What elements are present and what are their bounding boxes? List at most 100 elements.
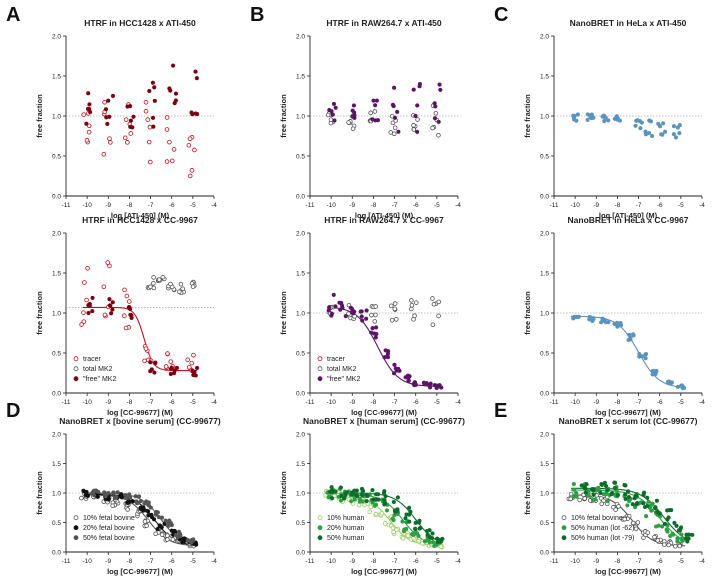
legend-marker (73, 515, 79, 521)
data-point (433, 104, 438, 109)
data-point (190, 112, 195, 117)
data-point (427, 540, 432, 545)
x-axis-label: log [CC-99677] (M) (351, 408, 417, 417)
data-point (616, 504, 621, 509)
data-point (652, 506, 658, 511)
y-tick-label: 1.0 (296, 490, 305, 497)
data-point (350, 126, 356, 132)
x-tick-label: -7 (148, 558, 154, 565)
y-tick-label: 0.0 (296, 390, 305, 397)
data-point (373, 511, 379, 517)
data-point (417, 84, 422, 89)
data-point (168, 281, 173, 287)
data-point (134, 499, 139, 504)
data-point (333, 489, 338, 494)
legend-marker (73, 366, 79, 372)
x-tick-label: -5 (434, 202, 440, 209)
y-axis-label: free fraction (523, 94, 532, 138)
data-point (438, 544, 444, 549)
fit-curve (326, 306, 442, 387)
series-0 (79, 260, 196, 373)
data-point (648, 119, 654, 124)
data-point (678, 525, 684, 530)
x-tick-label: -8 (371, 399, 377, 406)
data-point (110, 93, 116, 98)
x-axis-label: log [ATI-450] (M) (111, 211, 170, 220)
data-point (152, 370, 157, 375)
data-point (669, 507, 674, 513)
y-tick-label: 2.0 (540, 33, 549, 40)
data-point (606, 320, 611, 325)
data-point (358, 496, 363, 502)
chart-title: NanoBRET x serum lot (CC-99677) (559, 416, 698, 426)
data-point (383, 348, 388, 353)
data-point (430, 125, 435, 131)
data-point (167, 139, 172, 145)
data-point (171, 528, 177, 534)
series-0 (571, 112, 682, 140)
data-point (408, 509, 413, 514)
data-point (379, 510, 385, 516)
data-point (176, 289, 182, 295)
data-point (645, 503, 650, 508)
data-point (574, 118, 579, 123)
data-point (148, 368, 153, 374)
data-point (643, 132, 649, 137)
data-point (602, 118, 607, 124)
data-point (84, 137, 90, 143)
data-point (356, 502, 362, 508)
data-point (631, 333, 636, 338)
data-point (329, 485, 334, 490)
data-point (650, 501, 655, 506)
charts-layer: HTRF in HCC1428 x ATI-450 -11 -10 -9 -8 -7 -6 -… (35, 18, 705, 576)
data-point (159, 532, 165, 537)
x-tick-label: -6 (413, 399, 419, 406)
x-tick-label: -9 (105, 558, 111, 565)
x-tick-label: -7 (392, 202, 398, 209)
x-tick-label: -4 (455, 202, 461, 209)
data-point (193, 69, 198, 74)
data-point (128, 131, 134, 136)
y-tick-label: 1.0 (540, 310, 549, 317)
data-point (153, 531, 159, 537)
data-point (395, 508, 400, 513)
data-point (195, 111, 200, 117)
data-point (673, 543, 678, 549)
data-point (662, 129, 668, 134)
x-tick-label: -5 (678, 399, 684, 406)
y-tick-label: 2.0 (52, 33, 61, 40)
data-point (652, 534, 657, 540)
data-point (329, 496, 335, 501)
data-point (626, 494, 631, 500)
data-point (129, 313, 134, 318)
data-point (189, 360, 195, 366)
panel-letter-a: A (6, 4, 20, 26)
data-point (593, 497, 598, 502)
data-point (167, 518, 172, 523)
x-tick-label: -5 (434, 558, 440, 565)
data-point (128, 306, 133, 312)
data-point (666, 542, 671, 548)
data-point (107, 297, 112, 302)
data-point (190, 284, 196, 289)
data-point (115, 490, 120, 495)
data-point (338, 485, 343, 490)
data-point (360, 488, 366, 494)
data-point (572, 494, 577, 499)
data-point (146, 139, 152, 145)
x-tick-label: -10 (570, 202, 580, 209)
data-point (163, 518, 168, 523)
data-point (81, 310, 86, 315)
data-point (435, 536, 440, 541)
data-point (119, 493, 124, 498)
data-point (591, 492, 596, 497)
data-point (368, 504, 374, 510)
data-point (438, 87, 443, 92)
data-point (409, 298, 414, 303)
data-point (585, 117, 590, 122)
data-point (164, 159, 170, 164)
data-point (614, 114, 619, 119)
data-point (173, 91, 179, 96)
data-point (612, 321, 617, 327)
data-point (373, 304, 378, 309)
